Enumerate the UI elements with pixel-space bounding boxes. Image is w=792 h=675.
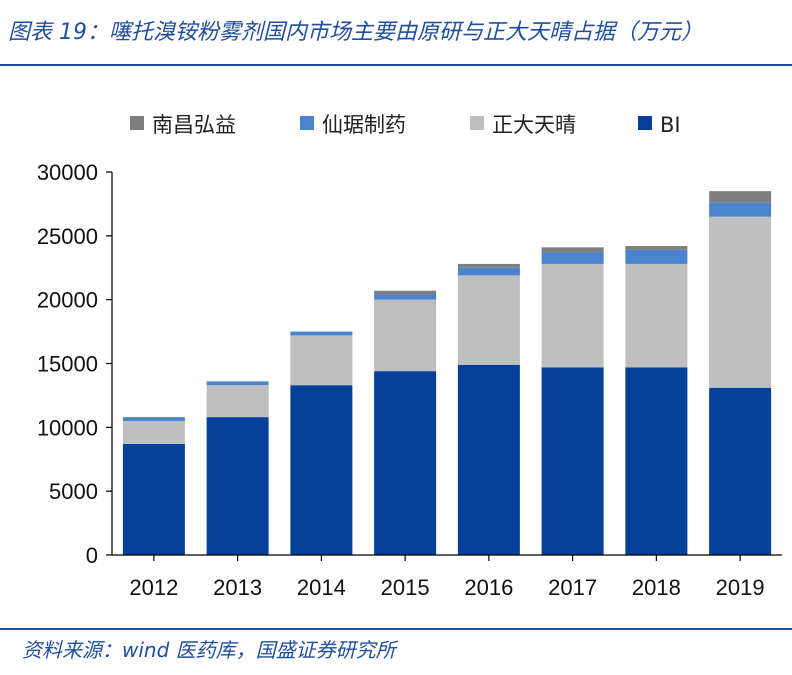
- x-tick-label: 2015: [381, 575, 430, 600]
- bar-segment-仙琚制药-2019: [709, 202, 772, 217]
- legend: 南昌弘益 仙琚制药 正大天晴 BI: [130, 113, 681, 137]
- bar-segment-正大天晴-2018: [625, 263, 688, 368]
- y-tick-label: 10000: [37, 415, 98, 440]
- bar-segment-南昌弘益-2015: [374, 290, 437, 295]
- y-tick-label: 15000: [37, 352, 98, 377]
- bar-segment-正大天晴-2017: [541, 263, 604, 368]
- y-tick-label: 20000: [37, 288, 98, 313]
- bar-segment-正大天晴-2019: [709, 216, 772, 388]
- bar-segment-南昌弘益-2019: [709, 191, 772, 203]
- bar-segment-仙琚制药-2013: [206, 381, 269, 386]
- legend-swatch: [130, 116, 144, 130]
- bar-segment-南昌弘益-2016: [457, 263, 520, 268]
- y-tick-label: 25000: [37, 224, 98, 249]
- bar-segment-仙琚制药-2018: [625, 249, 688, 264]
- bar-segment-正大天晴-2012: [122, 420, 185, 444]
- bar-segment-BI-2012: [122, 443, 185, 555]
- bar-segment-南昌弘益-2017: [541, 247, 604, 253]
- bar-series: [122, 191, 772, 555]
- bar-segment-BI-2017: [541, 367, 604, 555]
- bar-segment-仙琚制药-2012: [122, 417, 185, 421]
- x-tick-label: 2012: [129, 575, 178, 600]
- footer-divider: [0, 628, 792, 630]
- bar-segment-正大天晴-2013: [206, 385, 269, 418]
- bar-segment-BI-2016: [457, 364, 520, 555]
- source-note: 资料来源：wind 医药库，国盛证券研究所: [22, 638, 396, 662]
- x-tick-label: 2014: [297, 575, 346, 600]
- x-tick-label: 2018: [632, 575, 681, 600]
- bar-segment-BI-2019: [709, 387, 772, 555]
- bar-segment-正大天晴-2014: [290, 335, 353, 386]
- y-tick-label: 30000: [37, 160, 98, 185]
- x-axis-ticks: 2012 2013 2014 2015 2016 2017 2018 2019: [129, 555, 765, 600]
- legend-swatch: [470, 116, 484, 130]
- bar-segment-仙琚制药-2017: [541, 252, 604, 264]
- y-tick-label: 5000: [49, 479, 98, 504]
- x-tick-label: 2013: [213, 575, 262, 600]
- bar-segment-BI-2014: [290, 385, 353, 555]
- legend-swatch: [638, 116, 652, 130]
- legend-label: BI: [660, 113, 681, 137]
- bar-segment-仙琚制药-2015: [374, 294, 437, 300]
- stacked-bar-chart: 南昌弘益 仙琚制药 正大天晴 BI 0 5000 10000 15000 20000 25000…: [37, 113, 782, 600]
- y-tick-label: 0: [86, 543, 98, 568]
- bar-segment-仙琚制药-2014: [290, 331, 353, 336]
- bar-segment-BI-2013: [206, 417, 269, 555]
- bar-segment-BI-2018: [625, 367, 688, 555]
- bar-segment-正大天晴-2015: [374, 299, 437, 372]
- title-divider: [0, 64, 792, 66]
- bar-segment-仙琚制药-2016: [457, 267, 520, 276]
- legend-label: 南昌弘益: [152, 113, 236, 137]
- y-axis-ticks: 0 5000 10000 15000 20000 25000 30000: [37, 160, 112, 568]
- bar-segment-正大天晴-2016: [457, 275, 520, 365]
- x-tick-label: 2019: [716, 575, 765, 600]
- bar-segment-南昌弘益-2018: [625, 246, 688, 250]
- x-tick-label: 2017: [548, 575, 597, 600]
- legend-label: 仙琚制药: [322, 113, 406, 137]
- bar-segment-BI-2015: [374, 371, 437, 555]
- legend-label: 正大天晴: [492, 113, 576, 137]
- x-tick-label: 2016: [464, 575, 513, 600]
- chart-title: 图表 19：噻托溴铵粉雾剂国内市场主要由原研与正大天晴占据（万元）: [8, 20, 703, 45]
- legend-swatch: [300, 116, 314, 130]
